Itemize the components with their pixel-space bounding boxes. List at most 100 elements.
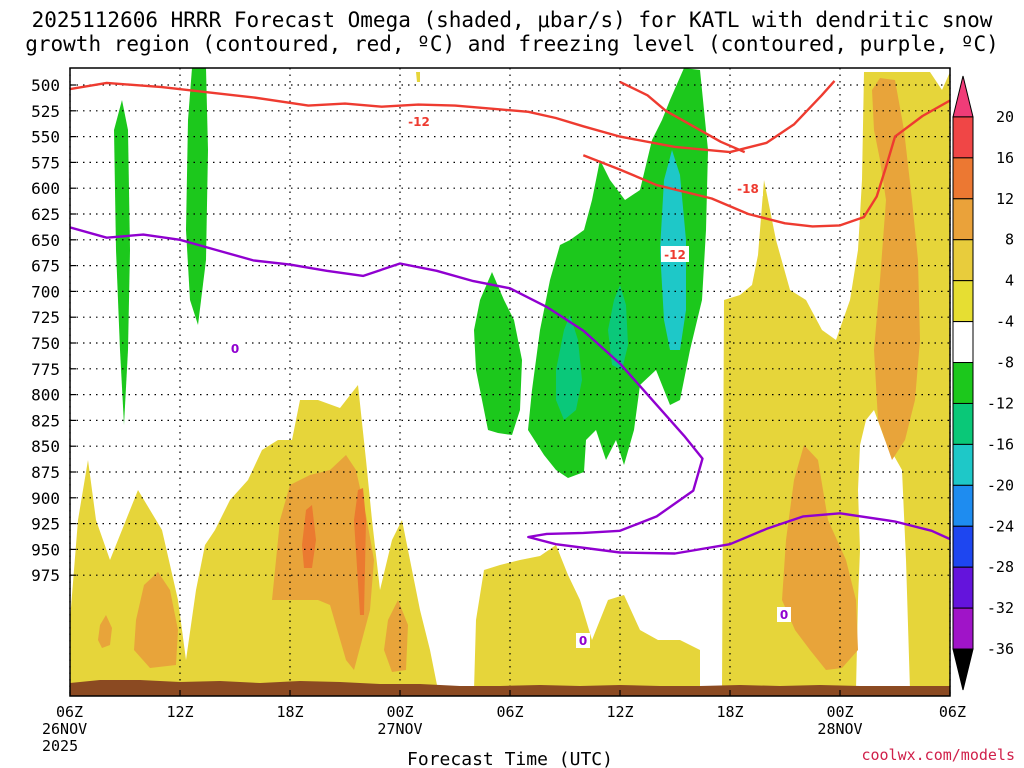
colorbar-label: -36 [987, 640, 1014, 658]
colorbar-label: -32 [987, 599, 1014, 617]
colorbar-label: 8 [1005, 231, 1014, 249]
colorbar-segment [952, 321, 974, 364]
colorbar-segment [952, 280, 974, 323]
x-tick-label: 12Z [606, 703, 633, 721]
y-tick-label: 650 [31, 231, 60, 250]
omega-shade-orange-3 [272, 455, 374, 670]
dgz-contour-upper [70, 80, 836, 154]
contour-labels: -12 -12 -18 0 0 0 [228, 113, 791, 648]
colorbar-segment [952, 362, 974, 404]
freezing-label-2: 0 [579, 634, 587, 648]
colorbar-segment [952, 443, 974, 486]
colorbar-label: 20 [996, 108, 1014, 126]
contour-label-bg [777, 607, 791, 622]
colorbar-segment [952, 116, 974, 159]
colorbar-segment [952, 402, 974, 445]
x-tick-label: 28NOV [817, 720, 862, 738]
omega-shade-teal-1 [556, 315, 582, 420]
y-tick-label: 850 [31, 437, 60, 456]
x-tick-label: 2025 [42, 737, 78, 755]
omega-shade-orange-8 [354, 488, 366, 615]
omega-shade-orange-2 [98, 615, 112, 648]
colorbar-label: -12 [987, 394, 1014, 412]
y-tick-label: 825 [31, 411, 60, 430]
colorbar-label: 4 [1005, 272, 1014, 290]
y-tick-label: 500 [31, 76, 60, 95]
colorbar-segment [952, 75, 974, 118]
y-tick-label: 750 [31, 334, 60, 353]
colorbar-segment [952, 484, 974, 527]
colorbar: 20 16 12 8 4 -4 -8 -12 -16 -20 -24 -28 -32 -36 [952, 75, 1014, 691]
x-tick-label: 00Z [386, 703, 413, 721]
colorbar-label: -4 [996, 313, 1014, 331]
colorbar-label: -8 [996, 354, 1014, 372]
omega-shade-teal-2 [608, 285, 628, 370]
contour-label-bg [661, 246, 689, 262]
freezing-label-3: 0 [780, 608, 788, 622]
colorbar-segment [952, 648, 974, 691]
contour-label-bg [404, 113, 434, 129]
contour-label-bg [228, 341, 242, 356]
x-tick-label: 18Z [716, 703, 743, 721]
colorbar-label: -20 [987, 476, 1014, 494]
colorbar-segment [952, 566, 974, 609]
x-tick-label: 06Z [496, 703, 523, 721]
contour-lines [70, 80, 950, 555]
freezing-label-1: 0 [231, 342, 239, 356]
omega-shade-orange-4 [384, 600, 408, 672]
colorbar-segment [952, 239, 974, 282]
y-tick-label: 675 [31, 257, 60, 276]
y-tick-label: 625 [31, 205, 60, 224]
x-tick-label: 12Z [166, 703, 193, 721]
y-tick-label: 550 [31, 128, 60, 147]
dgz-contour-lower [582, 99, 950, 228]
y-tick-label: 950 [31, 540, 60, 559]
colorbar-segment [952, 157, 974, 200]
colorbar-label: -24 [987, 517, 1014, 535]
omega-shade-positive-low-left [70, 385, 438, 690]
x-tick-label: 06Z [939, 703, 966, 721]
y-tick-label: 925 [31, 515, 60, 534]
y-tick-label: 800 [31, 386, 60, 405]
dgz-label-min: -18 [737, 182, 759, 196]
dgz-label-upper: -12 [408, 115, 430, 129]
dgz-label-lower: -12 [664, 248, 686, 262]
x-tick-label: 18Z [276, 703, 303, 721]
contour-label-bg [733, 180, 763, 196]
colorbar-label: -28 [987, 558, 1014, 576]
credit-text: coolwx.com/models [861, 746, 1015, 764]
colorbar-label: 16 [996, 149, 1014, 167]
y-tick-label: 775 [31, 360, 60, 379]
y-tick-label: 525 [31, 102, 60, 121]
dgz-contour-right [619, 80, 746, 154]
y-axis: 500 525 550 575 600 625 650 675 700 725 750 775 800 8… [31, 76, 76, 585]
y-tick-label: 700 [31, 282, 60, 301]
colorbar-label: 12 [996, 190, 1014, 208]
omega-shade-yellow-bit [416, 72, 420, 82]
omega-shade-negative-2 [186, 68, 208, 325]
chart-title-line1: 2025112606 HRRR Forecast Omega (shaded, … [32, 8, 993, 32]
plot-shading [70, 68, 950, 690]
colorbar-segment [952, 607, 974, 650]
omega-shade-positive-low-mid [474, 545, 700, 690]
y-tick-label: 725 [31, 308, 60, 327]
omega-shade-negative-1 [114, 100, 130, 425]
y-tick-label: 600 [31, 179, 60, 198]
contour-label-bg [576, 633, 590, 648]
x-tick-label: 06Z [56, 703, 83, 721]
omega-shade-orange-7 [302, 505, 316, 568]
omega-shade-orange-5 [782, 445, 858, 670]
x-tick-label: 00Z [826, 703, 853, 721]
x-axis-label: Forecast Time (UTC) [407, 749, 613, 768]
y-tick-label: 875 [31, 463, 60, 482]
y-tick-label: 575 [31, 153, 60, 172]
colorbar-segment [952, 198, 974, 241]
freezing-level-contour [70, 226, 950, 555]
omega-shade-negative-3 [474, 272, 522, 435]
chart-title: 2025112606 HRRR Forecast Omega (shaded, … [25, 8, 999, 56]
colorbar-segment [952, 525, 974, 568]
colorbar-label: -16 [987, 435, 1014, 453]
y-tick-label: 900 [31, 489, 60, 508]
